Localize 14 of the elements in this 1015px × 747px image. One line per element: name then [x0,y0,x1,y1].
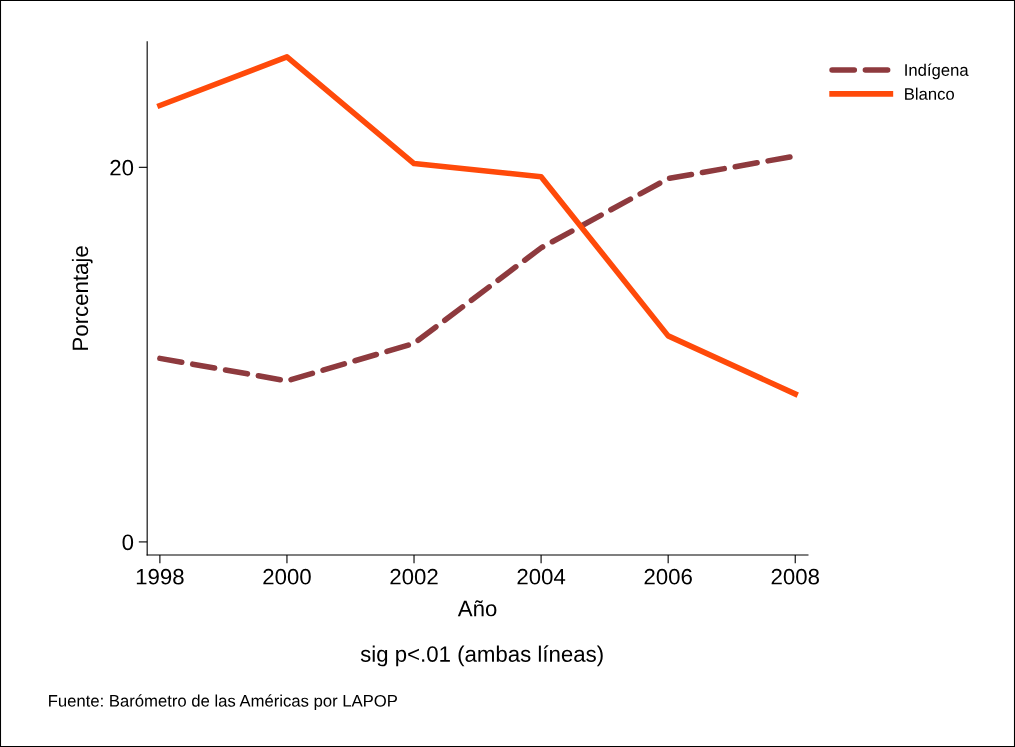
y-tick-label: 0 [122,534,134,551]
x-tick-label: 2006 [644,568,692,585]
legend-label: Indígena [905,63,969,80]
x-axis-title: Año [457,600,497,617]
text: sig p<.01 (ambas líneas) [360,645,603,667]
x-tick-label: 2004 [517,568,566,585]
source-note: Fuente: Barómetro de las Américas por LAPOP [49,694,397,711]
x-tick-label: 2002 [390,568,438,585]
y-tick-label: 20 [110,159,134,176]
y-axis-title: Porcentaje [71,246,93,350]
x-tick-label: 2008 [771,568,819,585]
x-tick-label: 1998 [136,568,184,585]
x-tick-label: 2000 [263,568,311,585]
legend-label: Blanco [905,87,954,100]
